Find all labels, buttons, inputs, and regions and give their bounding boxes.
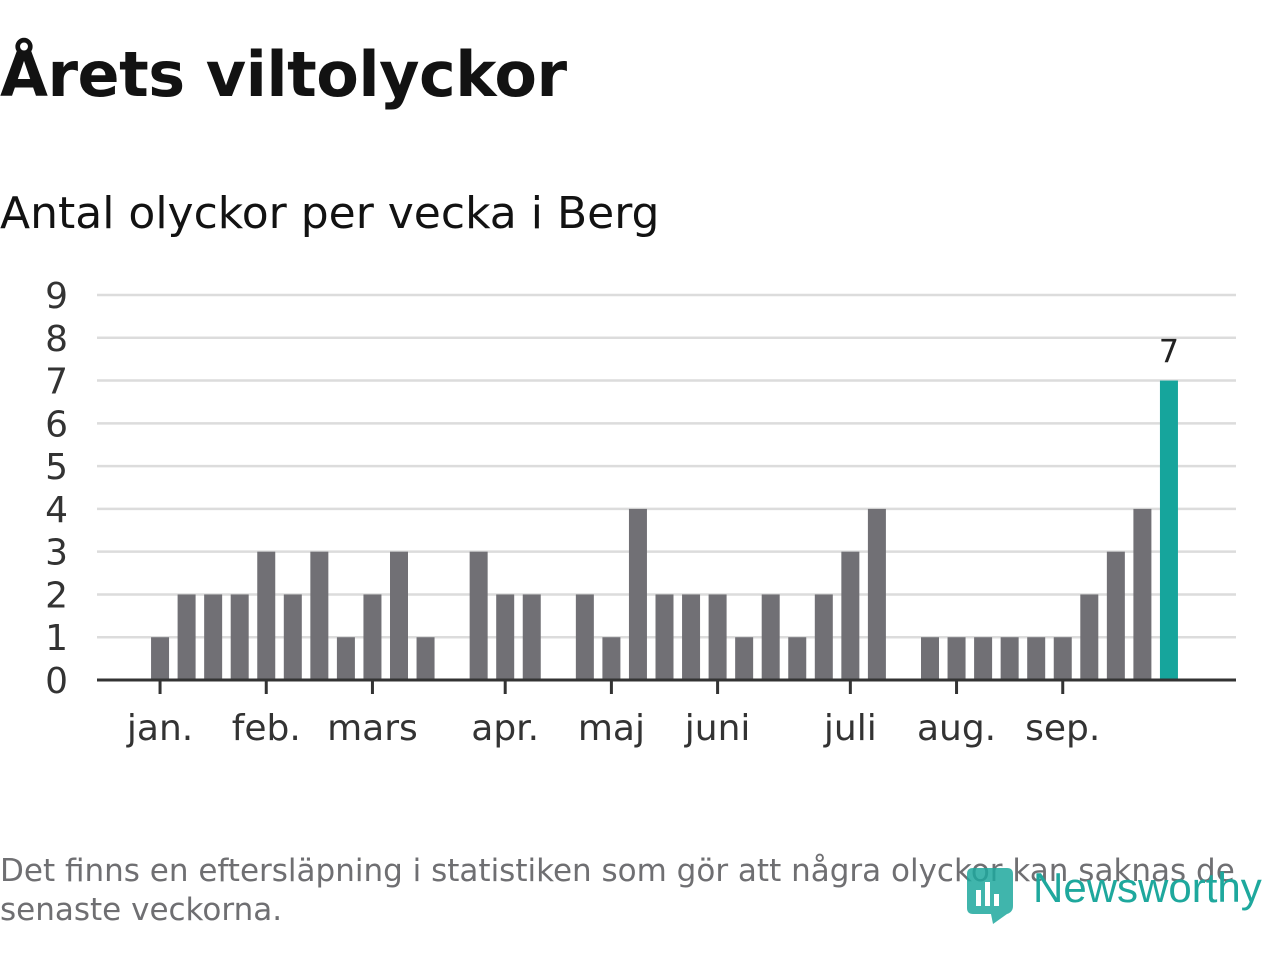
x-tick-label: juni — [684, 708, 751, 749]
x-tick-label: aug. — [917, 708, 996, 749]
bar — [283, 594, 302, 680]
bar — [177, 594, 196, 680]
bar — [628, 508, 647, 680]
bar — [788, 637, 807, 680]
chart-title: Årets viltolyckor — [0, 38, 567, 111]
bar — [1133, 508, 1152, 680]
bar — [1080, 594, 1099, 680]
bar — [230, 594, 249, 680]
bar — [1053, 637, 1072, 680]
y-tick-label: 3 — [45, 533, 68, 574]
bar — [921, 637, 939, 680]
newsworthy-logo: Newsworthy — [963, 858, 1280, 932]
x-tick-label: apr. — [471, 708, 539, 749]
bar — [469, 551, 488, 680]
bar — [522, 594, 541, 680]
y-tick-label: 9 — [45, 276, 68, 317]
bar — [708, 594, 727, 680]
bar — [947, 637, 966, 680]
bar — [496, 594, 515, 680]
bar — [735, 637, 754, 680]
bar — [151, 637, 170, 680]
bar — [416, 637, 435, 680]
x-tick-label: feb. — [232, 708, 301, 749]
bar — [814, 594, 833, 680]
bar — [974, 637, 993, 680]
bar-highlight — [1159, 380, 1178, 680]
logo-text: Newsworthy — [1033, 864, 1262, 911]
y-tick-label: 4 — [45, 490, 68, 531]
y-tick-label: 5 — [45, 447, 68, 488]
x-axis — [97, 678, 1236, 694]
x-tick-label: juli — [823, 708, 877, 749]
newsworthy-logo-icon — [967, 868, 1013, 924]
footnote: Det finns en eftersläpning i statistiken… — [0, 853, 1235, 928]
y-tick-label: 0 — [45, 661, 68, 702]
bar — [841, 551, 860, 680]
x-tick-label: sep. — [1025, 708, 1100, 749]
y-tick-label: 2 — [45, 575, 68, 616]
bar — [682, 594, 701, 680]
chart-subtitle: Antal olyckor per vecka i Berg — [0, 188, 660, 239]
bar — [310, 551, 329, 680]
x-tick-label: maj — [578, 708, 645, 749]
bar — [575, 594, 594, 680]
bar — [363, 594, 382, 680]
bar — [761, 594, 780, 680]
bar — [1000, 637, 1019, 680]
bars — [151, 380, 1178, 680]
bar — [1106, 551, 1125, 680]
y-tick-label: 6 — [45, 404, 68, 445]
data-label-highlight: 7 — [1159, 333, 1179, 371]
bar — [257, 551, 276, 680]
bar — [867, 508, 886, 680]
y-tick-label: 1 — [45, 618, 68, 659]
bar — [655, 594, 674, 680]
y-tick-label: 8 — [45, 319, 68, 360]
x-tick-label: mars — [327, 708, 418, 749]
data-labels: 7 — [1159, 333, 1179, 371]
x-tick-label: jan. — [126, 708, 193, 749]
bar — [602, 637, 621, 680]
bar — [1027, 637, 1046, 680]
y-tick-label: 7 — [45, 362, 68, 403]
bar — [204, 594, 223, 680]
bar — [336, 637, 355, 680]
bar — [390, 551, 408, 680]
x-axis-tick-labels: jan. feb. mars apr. maj juni juli aug. sep. — [126, 708, 1100, 749]
